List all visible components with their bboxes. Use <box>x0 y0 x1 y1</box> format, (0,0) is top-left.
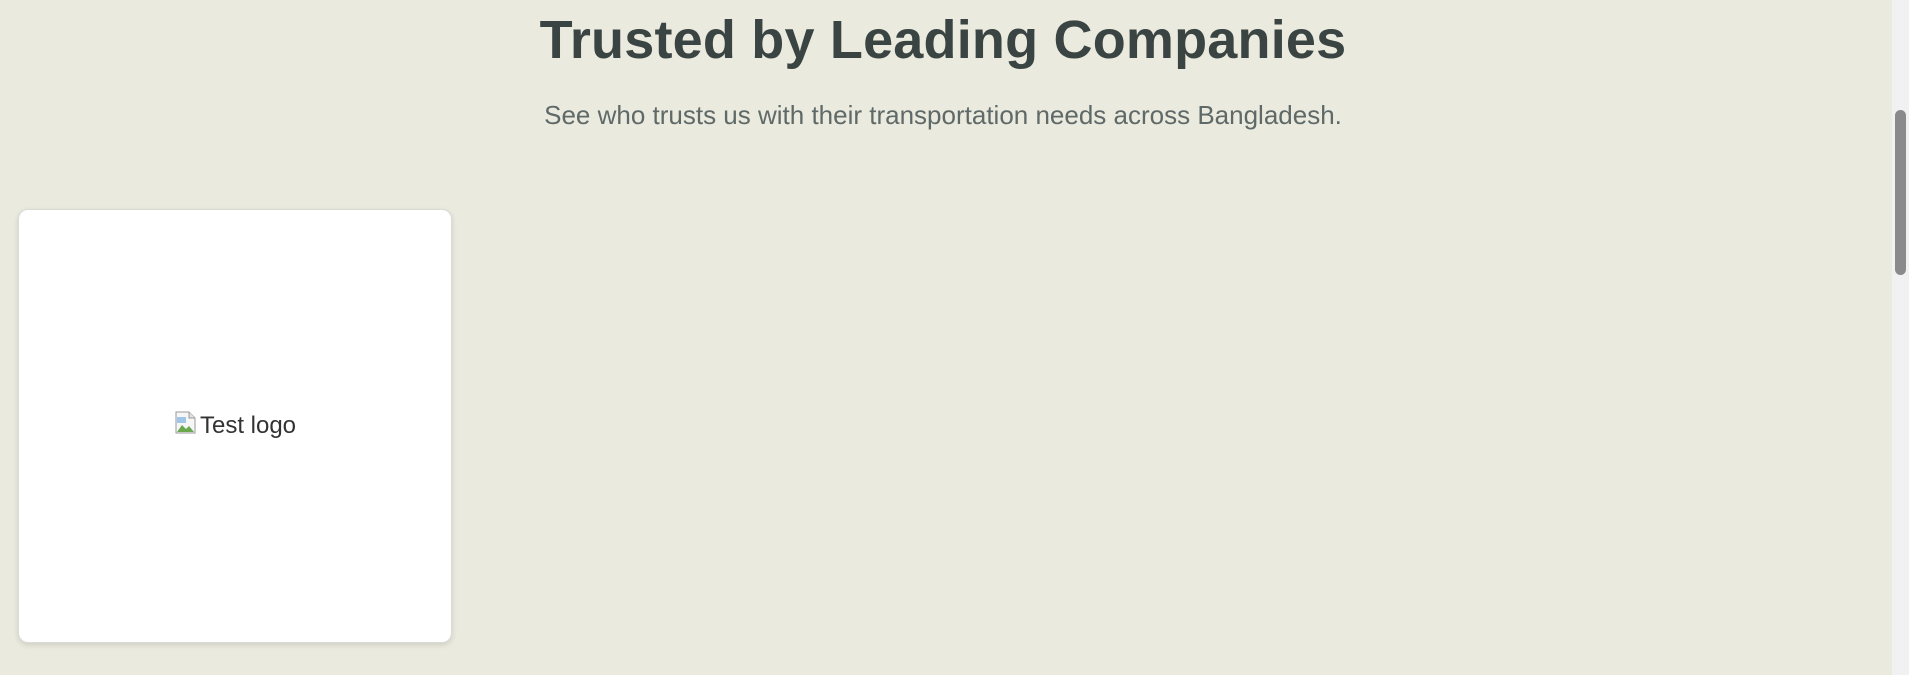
scrollbar-thumb[interactable] <box>1895 110 1906 275</box>
logo-alt-text: Test logo <box>199 412 297 439</box>
company-logo-image: Test logo <box>174 411 297 440</box>
company-logo-card[interactable]: Test logo <box>18 209 452 643</box>
section-title: Trusted by Leading Companies <box>539 10 1347 70</box>
broken-image-icon <box>175 411 196 434</box>
page-scrollbar[interactable] <box>1892 0 1909 675</box>
section-subtitle: See who trusts us with their transportat… <box>544 100 1342 130</box>
